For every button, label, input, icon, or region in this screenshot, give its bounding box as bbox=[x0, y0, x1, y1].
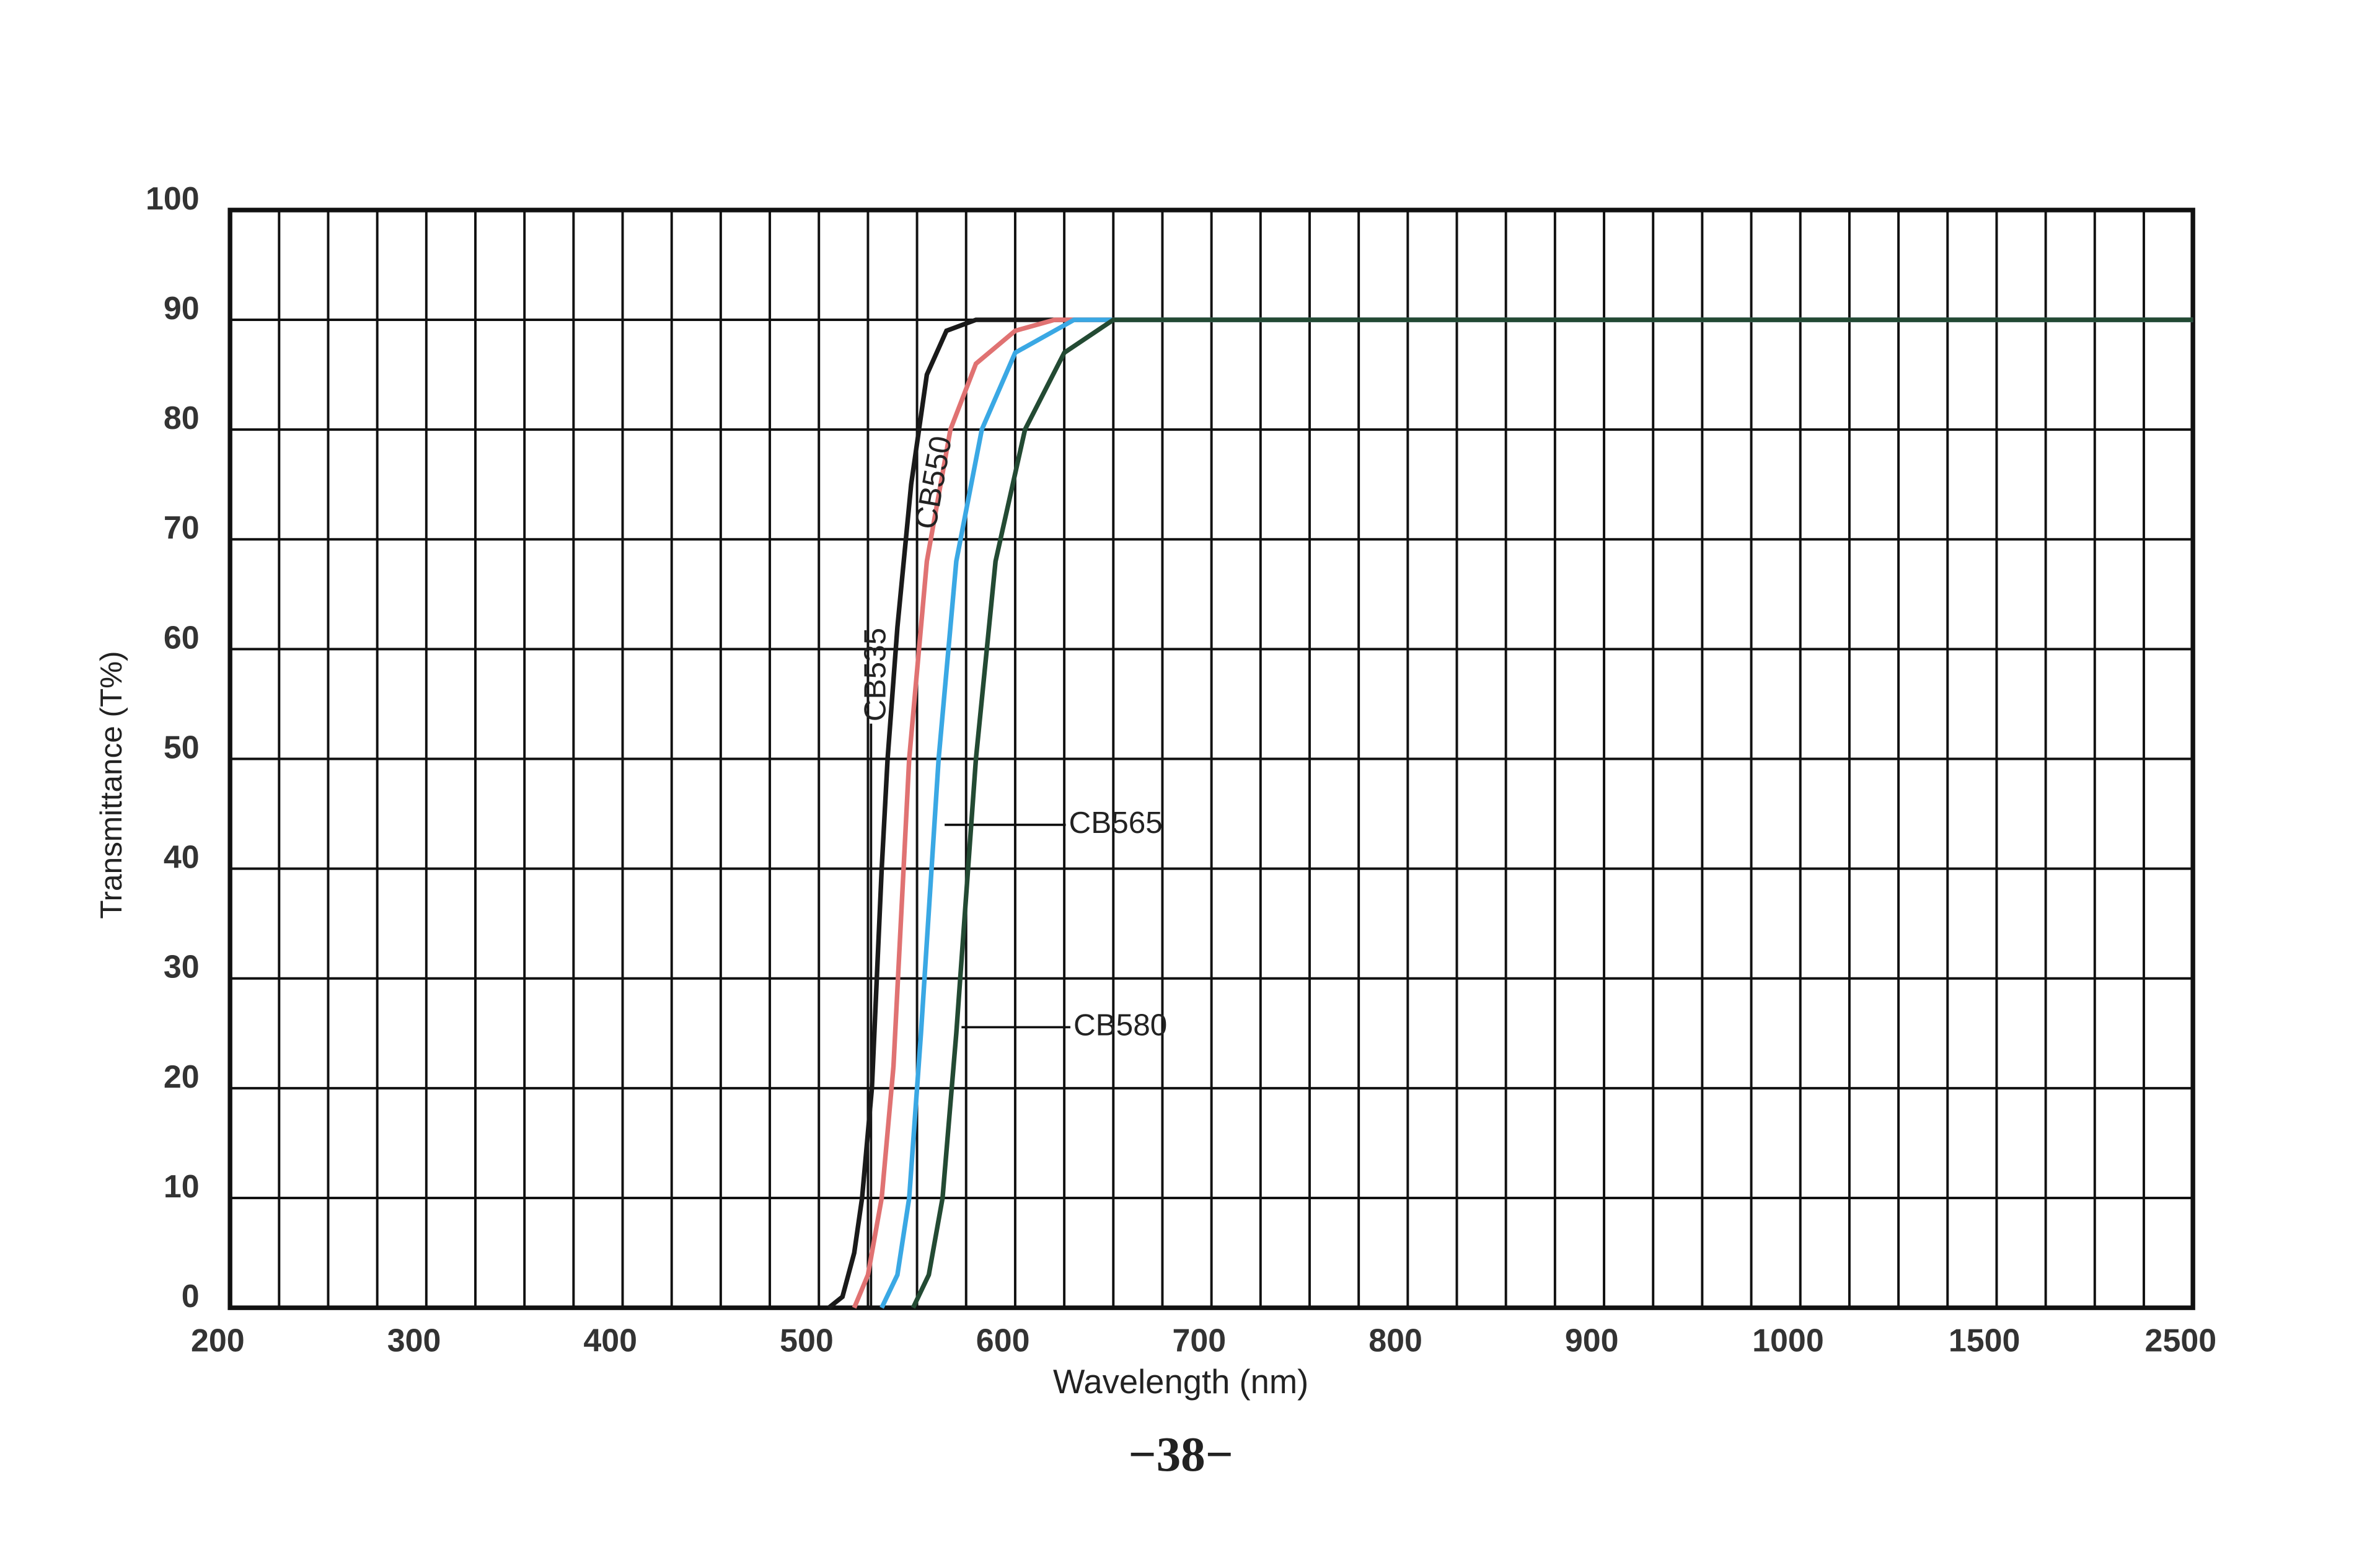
series-label: CB580 bbox=[1073, 1008, 1167, 1042]
x-tick-label: 900 bbox=[1565, 1323, 1619, 1359]
x-tick-label: 1500 bbox=[1949, 1323, 2021, 1359]
y-tick-label: 30 bbox=[164, 949, 200, 985]
x-tick-label: 400 bbox=[583, 1323, 637, 1359]
x-tick-label: 600 bbox=[976, 1323, 1030, 1359]
y-axis-label: Transmittance (T%) bbox=[94, 651, 128, 918]
y-tick-label: 100 bbox=[146, 181, 200, 217]
x-tick-label: 800 bbox=[1368, 1323, 1422, 1359]
y-tick-label: 50 bbox=[164, 729, 200, 765]
y-tick-label: 10 bbox=[164, 1169, 200, 1205]
plot-frame bbox=[227, 208, 2195, 1310]
x-tick-label: 200 bbox=[191, 1323, 245, 1359]
series-label: CB565 bbox=[1069, 806, 1163, 840]
y-tick-label: 70 bbox=[164, 510, 200, 546]
y-tick-label: 20 bbox=[164, 1059, 200, 1095]
y-tick-label: 40 bbox=[164, 840, 200, 876]
x-tick-label: 300 bbox=[387, 1323, 441, 1359]
x-tick-label: 500 bbox=[780, 1323, 834, 1359]
x-tick-label: 1000 bbox=[1752, 1323, 1824, 1359]
y-tick-label: 0 bbox=[182, 1279, 200, 1314]
x-tick-label: 2500 bbox=[2145, 1323, 2217, 1359]
series-label: CB535 bbox=[858, 628, 892, 721]
series-line bbox=[827, 317, 2193, 1310]
x-axis-label: Wavelength (nm) bbox=[1053, 1363, 1308, 1401]
x-tick-label: 700 bbox=[1173, 1323, 1227, 1359]
y-tick-label: 90 bbox=[164, 291, 200, 327]
y-tick-label: 80 bbox=[164, 400, 200, 436]
y-tick-label: 60 bbox=[164, 620, 200, 656]
series-line bbox=[879, 317, 2193, 1309]
page-number: −38− bbox=[1128, 1427, 1233, 1482]
series-line bbox=[910, 317, 2193, 1309]
series-line bbox=[852, 317, 2193, 1309]
